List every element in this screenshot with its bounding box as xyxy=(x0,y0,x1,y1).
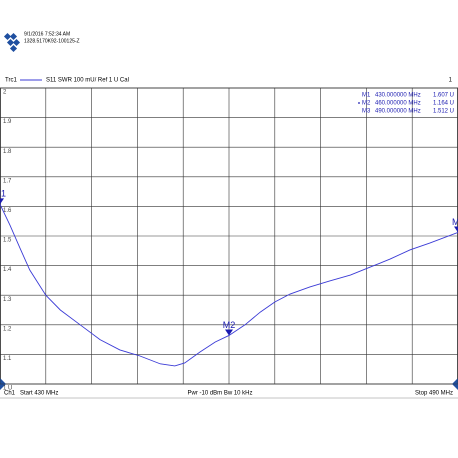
y-tick-label: 2 xyxy=(3,90,7,96)
marker-triangle xyxy=(454,226,458,233)
y-tick-label: 1.1 xyxy=(3,356,12,362)
logo xyxy=(3,32,21,53)
trace-line xyxy=(0,204,458,367)
trace-desc: S11 SWR 100 mU/ Ref 1 U Cal xyxy=(46,78,129,84)
channel-number: 1 xyxy=(449,78,453,84)
y-tick-label: 1.3 xyxy=(3,297,12,303)
marker-label: M2 xyxy=(223,320,236,330)
y-tick-label: 1 U xyxy=(3,386,12,392)
stop-label: Stop 490 MHz xyxy=(415,391,453,397)
power-label: Pwr -10 dBm Bw 10 kHz xyxy=(187,391,252,397)
y-tick-label: 1.4 xyxy=(3,267,12,273)
timestamp: 9/1/2016 7:52:34 AM xyxy=(24,31,70,37)
y-tick-label: 1.2 xyxy=(3,326,12,332)
marker-label: M3 xyxy=(452,217,458,227)
marker-x: 460.000000 MHz xyxy=(375,101,421,107)
marker-triangle xyxy=(225,329,233,336)
marker-table-bg xyxy=(356,89,456,115)
marker-triangle xyxy=(0,198,4,205)
start-label: Start 430 MHz xyxy=(20,391,58,397)
y-tick-label: 1.7 xyxy=(3,178,12,184)
y-tick-label: 1.8 xyxy=(3,149,12,155)
instrument-id: 1328.5170K92-100125-Z xyxy=(24,38,80,44)
marker-x: 490.000000 MHz xyxy=(375,109,421,115)
marker-y: 1.607 U xyxy=(433,93,454,99)
marker-name: M3 xyxy=(362,109,371,115)
active-dot xyxy=(358,102,360,104)
channel: Ch1 xyxy=(4,391,16,397)
marker-y: 1.512 U xyxy=(433,109,454,115)
y-tick-label: 1.6 xyxy=(3,208,12,214)
marker-name: M2 xyxy=(362,101,371,107)
y-tick-label: 1.9 xyxy=(3,119,12,125)
marker-x: 430.000000 MHz xyxy=(375,93,421,99)
marker-label: M1 xyxy=(0,189,6,199)
y-tick-label: 1.5 xyxy=(3,238,12,244)
marker-y: 1.164 U xyxy=(433,101,454,107)
marker-name: M1 xyxy=(362,93,371,99)
trace-name: Trc1 xyxy=(5,78,17,84)
